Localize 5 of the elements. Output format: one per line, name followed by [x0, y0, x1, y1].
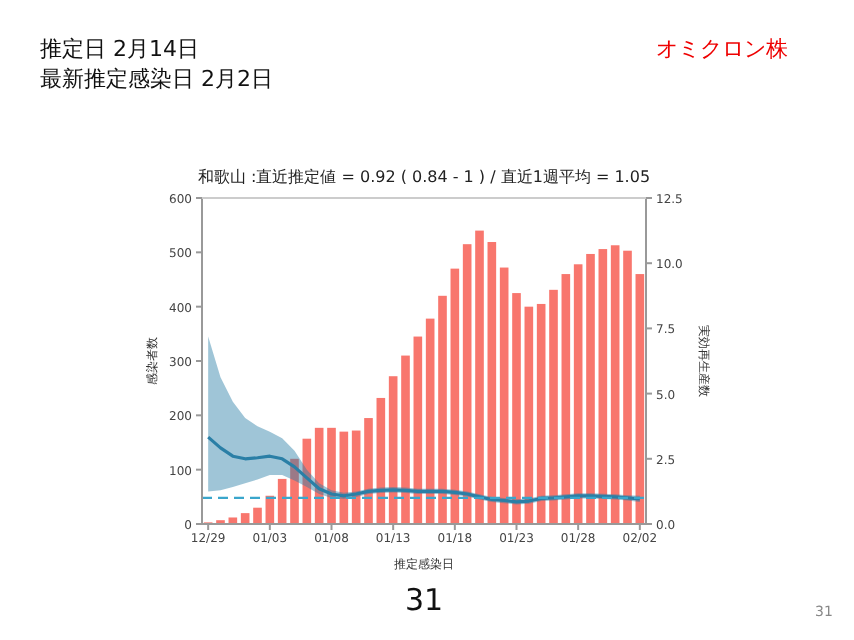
chart-title: 和歌山 :直近推定値 = 0.92 ( 0.84 - 1 ) / 直近1週平均 = 1.05	[197, 168, 651, 186]
text: オミクロン株	[656, 36, 788, 62]
text: 推定日 2月14日	[40, 36, 199, 62]
text: 31	[404, 582, 444, 618]
text: 最新推定感染日 2月2日	[40, 66, 273, 92]
